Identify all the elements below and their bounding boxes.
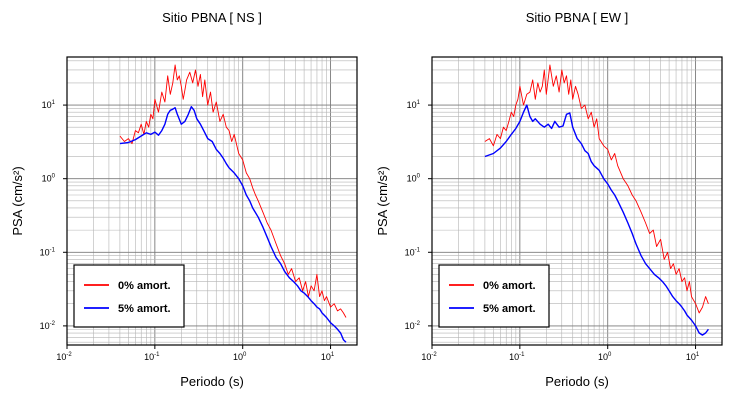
legend-box	[73, 264, 185, 328]
x-tick-label: 100	[233, 352, 247, 362]
y-tick-label: 10-1	[40, 247, 56, 257]
legend-label: 0% amort.	[118, 280, 171, 292]
plot-frame	[66, 56, 358, 346]
series-line-blue	[119, 106, 347, 343]
y-axis-label: PSA (cm/s²)	[375, 166, 390, 235]
series-group	[119, 64, 347, 343]
legend: 0% amort. 5% amort.	[73, 264, 185, 328]
chart-panel-1: 10-2 10-1 100 101 10-2 10-1 100 101 Sitio PBNA […	[10, 10, 358, 389]
series-line-red	[119, 64, 347, 318]
y-tick-label: 100	[42, 174, 56, 184]
legend-label: 5% amort.	[118, 303, 171, 315]
x-axis-label: Periodo (s)	[180, 374, 244, 389]
chart-panel-2: 10-2 10-1 100 101 10-2 10-1 100 101 Sitio PBNA […	[375, 10, 723, 389]
y-axis-label: PSA (cm/s²)	[10, 166, 25, 235]
x-tick-label: 10-2	[421, 352, 437, 362]
y-tick-label: 101	[42, 100, 56, 110]
y-tick-label: 10-2	[40, 321, 56, 331]
series-line-red	[484, 64, 709, 314]
chart-title: Sitio PBNA [ NS ]	[162, 10, 262, 25]
x-axis-label: Periodo (s)	[545, 374, 609, 389]
legend-label: 5% amort.	[483, 303, 536, 315]
legend-box	[438, 264, 550, 328]
chart-title: Sitio PBNA [ EW ]	[526, 10, 629, 25]
legend-label: 0% amort.	[483, 280, 536, 292]
y-tick-label: 10-1	[405, 247, 421, 257]
y-tick-label: 10-2	[405, 321, 421, 331]
x-tick-label: 10-2	[56, 352, 72, 362]
legend: 0% amort. 5% amort.	[438, 264, 550, 328]
x-tick-label: 101	[321, 352, 335, 362]
plot-frame	[431, 56, 723, 346]
grid	[66, 57, 358, 345]
series-group	[484, 64, 709, 336]
x-tick-label: 10-1	[509, 352, 525, 362]
y-tick-label: 101	[407, 100, 421, 110]
x-tick-label: 100	[598, 352, 612, 362]
series-line-blue	[484, 104, 709, 336]
grid	[431, 57, 723, 345]
x-tick-label: 101	[686, 352, 700, 362]
y-tick-label: 100	[407, 174, 421, 184]
x-tick-label: 10-1	[144, 352, 160, 362]
